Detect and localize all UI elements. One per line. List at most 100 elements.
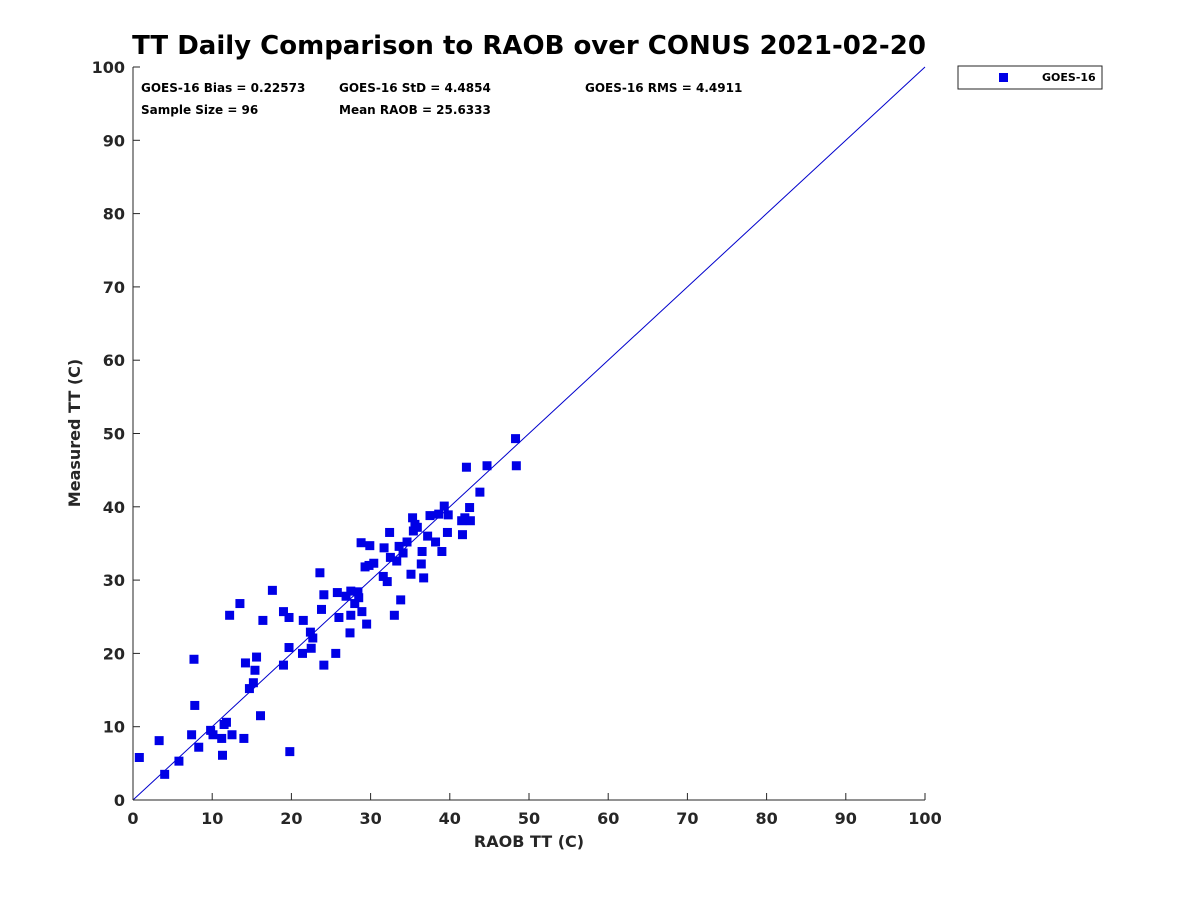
data-point bbox=[248, 678, 258, 688]
data-point bbox=[240, 658, 250, 668]
data-point bbox=[457, 530, 467, 540]
data-point bbox=[189, 654, 199, 664]
y-tick-label: 80 bbox=[103, 205, 125, 224]
data-point bbox=[357, 607, 367, 617]
data-point bbox=[285, 747, 295, 757]
chart-title: TT Daily Comparison to RAOB over CONUS 2… bbox=[132, 31, 926, 61]
data-point bbox=[460, 513, 470, 523]
data-point bbox=[208, 730, 218, 740]
data-point bbox=[256, 711, 266, 721]
data-point bbox=[174, 756, 184, 766]
one-to-one-line bbox=[132, 66, 926, 801]
data-point bbox=[437, 547, 447, 557]
data-point bbox=[284, 612, 294, 622]
data-point bbox=[187, 730, 197, 740]
data-point bbox=[278, 660, 288, 670]
data-point bbox=[461, 462, 471, 472]
data-point bbox=[225, 610, 235, 620]
data-point bbox=[356, 538, 366, 548]
data-point bbox=[482, 461, 492, 471]
data-point bbox=[284, 643, 294, 653]
x-tick-label: 20 bbox=[280, 809, 302, 828]
y-tick-label: 50 bbox=[103, 425, 125, 444]
data-point bbox=[396, 595, 406, 605]
data-point bbox=[319, 660, 329, 670]
data-point bbox=[385, 527, 395, 537]
y-tick-label: 10 bbox=[103, 718, 125, 737]
data-point bbox=[297, 648, 307, 658]
data-point bbox=[385, 552, 395, 562]
stat-sample-size: Sample Size = 96 bbox=[141, 103, 258, 117]
data-point bbox=[439, 501, 449, 511]
data-point bbox=[362, 619, 372, 629]
data-point bbox=[475, 487, 485, 497]
stat-bias: GOES-16 Bias = 0.22573 bbox=[141, 81, 305, 95]
data-point bbox=[419, 573, 429, 583]
data-point bbox=[306, 643, 316, 653]
data-points bbox=[134, 434, 521, 779]
data-point bbox=[379, 543, 389, 553]
y-tick-label: 20 bbox=[103, 644, 125, 663]
y-tick-label: 100 bbox=[92, 58, 125, 77]
x-tick-label: 0 bbox=[127, 809, 138, 828]
data-point bbox=[408, 513, 418, 523]
x-tick-label: 60 bbox=[597, 809, 619, 828]
data-point bbox=[378, 571, 388, 581]
x-tick-label: 40 bbox=[439, 809, 461, 828]
x-tick-label: 90 bbox=[835, 809, 857, 828]
data-point bbox=[442, 527, 452, 537]
y-tick-label: 0 bbox=[114, 791, 125, 810]
data-point bbox=[382, 577, 392, 587]
data-point bbox=[239, 733, 249, 743]
data-point bbox=[345, 628, 355, 638]
data-point bbox=[511, 434, 521, 444]
reference-line-layer bbox=[132, 66, 926, 801]
data-point bbox=[298, 615, 308, 625]
data-point bbox=[346, 610, 356, 620]
y-tick-label: 90 bbox=[103, 131, 125, 150]
axis-ticks: 0 10 20 30 40 50 60 70 80 90 100 0 10 20 30 40 50 60 70 80 9… bbox=[92, 58, 942, 828]
y-tick-label: 70 bbox=[103, 278, 125, 297]
data-point bbox=[278, 607, 288, 617]
data-point bbox=[423, 531, 433, 541]
stat-mean-raob: Mean RAOB = 25.6333 bbox=[339, 103, 491, 117]
data-point bbox=[350, 599, 360, 609]
data-point bbox=[394, 541, 404, 551]
data-point bbox=[305, 627, 315, 637]
data-point bbox=[134, 752, 144, 762]
data-point bbox=[190, 700, 200, 710]
data-point bbox=[252, 652, 262, 662]
data-point bbox=[369, 558, 379, 568]
data-point bbox=[511, 461, 521, 471]
y-tick-label: 60 bbox=[103, 351, 125, 370]
data-point bbox=[431, 537, 441, 547]
legend: GOES-16 bbox=[957, 65, 1103, 90]
data-point bbox=[364, 560, 374, 570]
data-point bbox=[332, 588, 342, 598]
x-tick-label: 30 bbox=[359, 809, 381, 828]
x-axis-label: RAOB TT (C) bbox=[474, 832, 584, 851]
data-point bbox=[389, 610, 399, 620]
y-tick-label: 30 bbox=[103, 571, 125, 590]
x-tick-label: 50 bbox=[518, 809, 540, 828]
legend-marker bbox=[999, 73, 1008, 82]
data-point bbox=[319, 590, 329, 600]
data-point bbox=[154, 736, 164, 746]
y-tick-label: 40 bbox=[103, 498, 125, 517]
data-point bbox=[416, 559, 426, 569]
data-point bbox=[392, 556, 402, 566]
data-point bbox=[417, 547, 427, 557]
data-point bbox=[267, 585, 277, 595]
x-tick-label: 10 bbox=[201, 809, 223, 828]
data-point bbox=[235, 599, 245, 609]
data-point bbox=[402, 537, 412, 547]
data-point bbox=[443, 510, 453, 520]
data-point bbox=[316, 604, 326, 614]
data-point bbox=[160, 769, 170, 779]
x-tick-label: 70 bbox=[676, 809, 698, 828]
data-point bbox=[425, 511, 435, 521]
data-point bbox=[353, 587, 363, 597]
data-point bbox=[217, 750, 227, 760]
legend-label: GOES-16 bbox=[1042, 71, 1096, 84]
